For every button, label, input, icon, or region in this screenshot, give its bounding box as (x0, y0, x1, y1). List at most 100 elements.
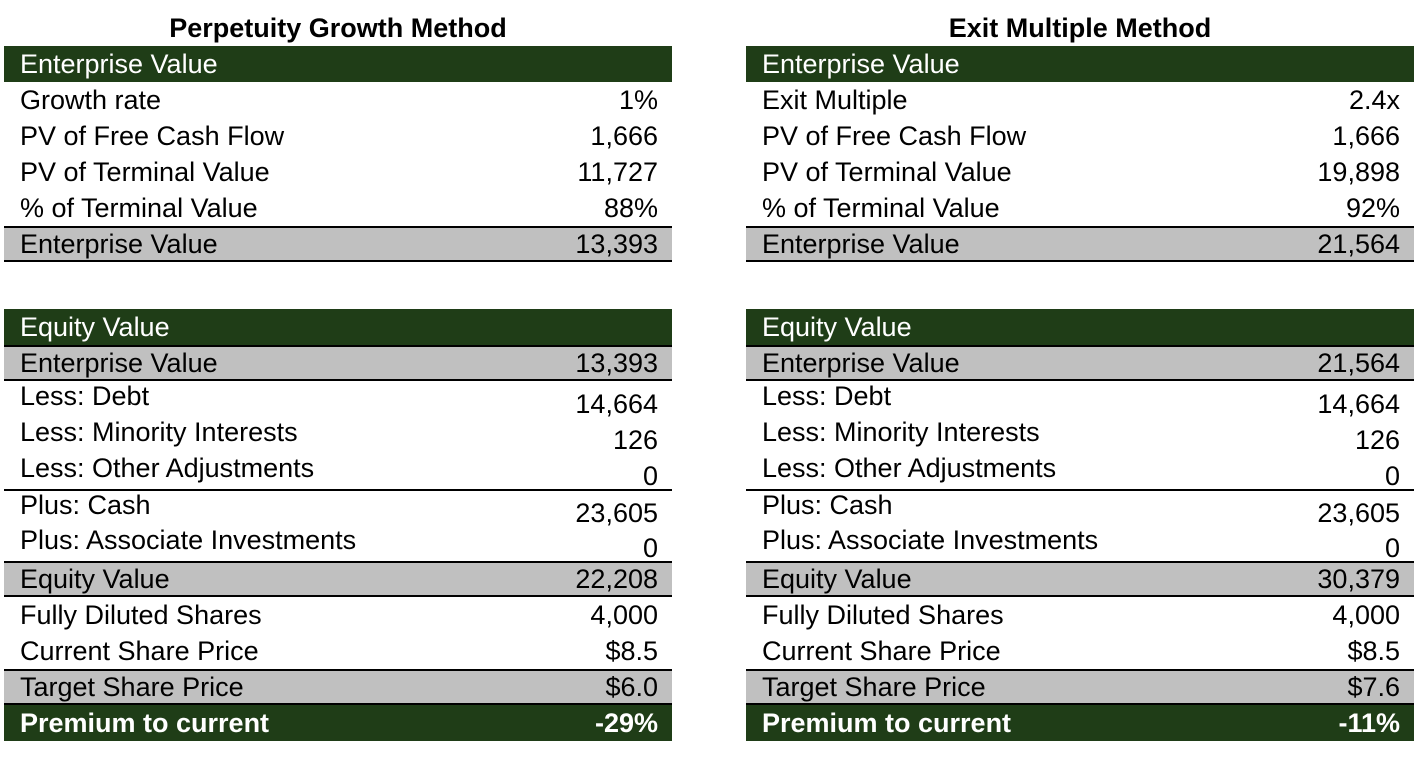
row-value: 1,666 (1332, 121, 1400, 151)
row-value: 14,664 (1317, 389, 1400, 419)
table-row-pv-terminal: PV of Terminal Value 11,727 (4, 154, 672, 190)
table-row-diluted-shares: Fully Diluted Shares 4,000 (746, 597, 1414, 633)
row-value: 22,208 (575, 564, 658, 594)
table-row-current-price: Current Share Price $8.5 (4, 633, 672, 669)
row-label: Equity Value (762, 564, 912, 594)
row-label: Plus: Cash (20, 490, 151, 520)
table-row-ev-total: Enterprise Value 13,393 (4, 226, 672, 262)
row-value: 23,605 (1317, 498, 1400, 528)
table-row-current-price: Current Share Price $8.5 (746, 633, 1414, 669)
row-value: 1% (618, 85, 658, 115)
row-label: PV of Free Cash Flow (762, 121, 1027, 151)
row-label: Premium to current (762, 708, 1012, 738)
table-row-ev-total: Enterprise Value 21,564 (746, 226, 1414, 262)
row-value: $6.0 (605, 672, 658, 702)
row-label: Less: Other Adjustments (762, 453, 1057, 483)
row-label: Enterprise Value (762, 229, 960, 259)
row-value: 4,000 (590, 600, 658, 630)
table-row-premium: Premium to current -11% (746, 705, 1414, 741)
row-label: PV of Terminal Value (20, 157, 270, 187)
row-label: Plus: Cash (762, 490, 893, 520)
row-label: Less: Minority Interests (762, 417, 1040, 447)
table-row-less-other: Less: Other Adjustments 0 (4, 453, 672, 491)
table-row-enterprise-value: Enterprise Value 21,564 (746, 345, 1414, 381)
row-value: 0 (642, 533, 658, 563)
table-row-less-minority: Less: Minority Interests 126 (746, 417, 1414, 455)
row-label: Enterprise Value (20, 229, 218, 259)
table-row-less-debt: Less: Debt 14,664 (4, 381, 672, 419)
row-label: Target Share Price (20, 672, 244, 702)
table-row-equity-total: Equity Value 30,379 (746, 561, 1414, 597)
table-row-pct-terminal: % of Terminal Value 92% (746, 190, 1414, 226)
row-value: 2.4x (1348, 85, 1400, 115)
equity-value-table: Equity Value Enterprise Value 13,393 Les… (4, 309, 672, 741)
row-label: Fully Diluted Shares (20, 600, 262, 630)
row-label: % of Terminal Value (762, 193, 1000, 223)
row-value: 92% (1345, 193, 1400, 223)
row-value: 126 (1354, 425, 1400, 455)
row-value: 0 (1384, 461, 1400, 491)
exit-multiple-panel: Exit Multiple Method Enterprise Value Ex… (746, 0, 1414, 772)
table-row-less-other: Less: Other Adjustments 0 (746, 453, 1414, 491)
table-row-target-price: Target Share Price $6.0 (4, 669, 672, 705)
section-header-enterprise-value: Enterprise Value (746, 46, 1414, 82)
table-row-growth-rate: Growth rate 1% (4, 82, 672, 118)
row-label: Current Share Price (762, 636, 1001, 666)
equity-value-table: Equity Value Enterprise Value 21,564 Les… (746, 309, 1414, 741)
table-row-premium: Premium to current -29% (4, 705, 672, 741)
row-value: 19,898 (1317, 157, 1400, 187)
enterprise-value-table: Enterprise Value Exit Multiple 2.4x PV o… (746, 46, 1414, 262)
row-label: Exit Multiple (762, 85, 908, 115)
panel-title: Perpetuity Growth Method (169, 13, 507, 43)
row-label: Less: Debt (762, 381, 892, 411)
table-row-less-debt: Less: Debt 14,664 (746, 381, 1414, 419)
row-value: 4,000 (1332, 600, 1400, 630)
table-row-plus-associates: Plus: Associate Investments 0 (746, 525, 1414, 563)
row-value: $8.5 (605, 636, 658, 666)
table-row-pct-terminal: % of Terminal Value 88% (4, 190, 672, 226)
row-label: Less: Minority Interests (20, 417, 298, 447)
row-value: 88% (603, 193, 658, 223)
row-value: 0 (1384, 533, 1400, 563)
row-label: Plus: Associate Investments (20, 525, 357, 555)
perpetuity-growth-panel: Perpetuity Growth Method Enterprise Valu… (4, 0, 672, 772)
row-value: 1,666 (590, 121, 658, 151)
table-row-pv-terminal: PV of Terminal Value 19,898 (746, 154, 1414, 190)
enterprise-value-table: Enterprise Value Growth rate 1% PV of Fr… (4, 46, 672, 262)
table-row-equity-total: Equity Value 22,208 (4, 561, 672, 597)
panel-title: Exit Multiple Method (948, 13, 1212, 43)
row-label: PV of Free Cash Flow (20, 121, 285, 151)
row-value: -11% (1338, 708, 1400, 738)
row-label: Current Share Price (20, 636, 259, 666)
row-label: PV of Terminal Value (762, 157, 1012, 187)
row-value: 11,727 (577, 157, 658, 187)
table-row-less-minority: Less: Minority Interests 126 (4, 417, 672, 455)
row-value: 21,564 (1317, 348, 1400, 378)
row-value: 126 (612, 425, 658, 455)
row-value: 13,393 (575, 229, 658, 259)
section-header-equity-value: Equity Value (746, 309, 1414, 345)
row-label: Plus: Associate Investments (762, 525, 1099, 555)
table-row-pv-fcf: PV of Free Cash Flow 1,666 (4, 118, 672, 154)
row-value: 0 (642, 461, 658, 491)
row-value: 21,564 (1317, 229, 1400, 259)
row-label: Enterprise Value (20, 348, 218, 378)
table-row-exit-multiple: Exit Multiple 2.4x (746, 82, 1414, 118)
row-value: 30,379 (1317, 564, 1400, 594)
table-row-pv-fcf: PV of Free Cash Flow 1,666 (746, 118, 1414, 154)
row-value: $8.5 (1347, 636, 1400, 666)
section-header-equity-value: Equity Value (4, 309, 672, 345)
table-row-plus-cash: Plus: Cash 23,605 (4, 489, 672, 528)
row-label: Target Share Price (762, 672, 986, 702)
table-row-enterprise-value: Enterprise Value 13,393 (4, 345, 672, 381)
row-label: Equity Value (20, 564, 170, 594)
section-header-enterprise-value: Enterprise Value (4, 46, 672, 82)
row-label: Growth rate (20, 85, 162, 115)
row-label: Enterprise Value (762, 348, 960, 378)
row-value: 23,605 (575, 498, 658, 528)
row-label: Fully Diluted Shares (762, 600, 1004, 630)
table-row-plus-cash: Plus: Cash 23,605 (746, 489, 1414, 528)
row-label: Less: Other Adjustments (20, 453, 315, 483)
row-value: 14,664 (575, 389, 658, 419)
row-label: Less: Debt (20, 381, 150, 411)
